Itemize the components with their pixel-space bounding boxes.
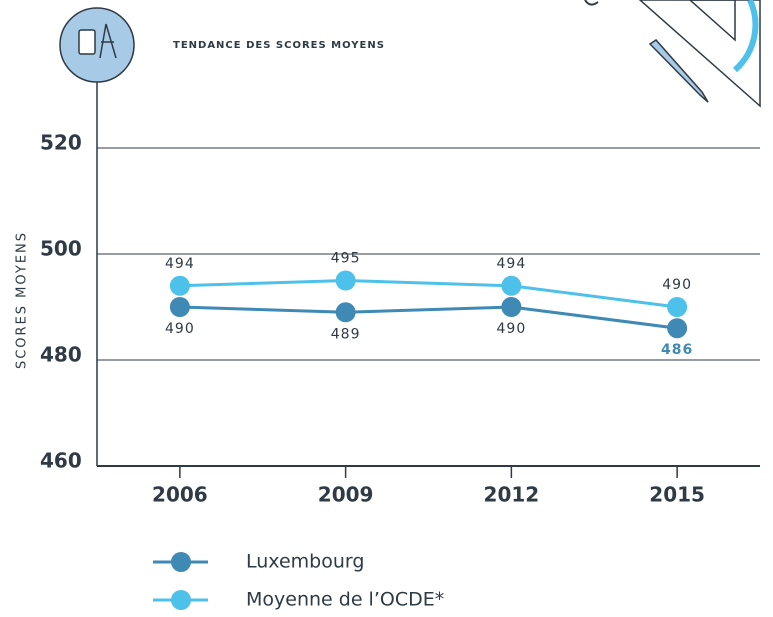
data-point bbox=[667, 297, 688, 317]
data-label: 494 bbox=[497, 256, 527, 272]
set-square bbox=[638, 0, 761, 108]
data-point bbox=[335, 302, 356, 323]
data-label: 490 bbox=[165, 321, 195, 337]
icon-compass bbox=[99, 23, 117, 59]
data-point bbox=[169, 297, 190, 317]
legend-label: Luxembourg bbox=[246, 551, 364, 573]
y-tick-label: 520 bbox=[40, 131, 82, 155]
data-point bbox=[667, 318, 688, 339]
y-axis-label: SCORES MOYENS bbox=[15, 231, 30, 369]
x-tick-label: 2009 bbox=[318, 483, 374, 507]
pencil bbox=[648, 39, 709, 103]
legend-marker bbox=[171, 552, 191, 572]
y-tick-label: 460 bbox=[40, 449, 82, 473]
icon-calculator bbox=[78, 29, 96, 55]
data-label: 490 bbox=[497, 321, 527, 337]
protractor bbox=[732, 0, 759, 73]
data-point bbox=[501, 275, 522, 296]
data-point bbox=[169, 275, 190, 296]
data-label: 494 bbox=[165, 256, 195, 272]
legend-label: Moyenne de l’OCDE* bbox=[246, 589, 444, 611]
x-tick-label: 2006 bbox=[152, 483, 208, 507]
y-tick-label: 480 bbox=[40, 343, 82, 367]
data-label: 489 bbox=[331, 326, 361, 342]
legend-marker bbox=[171, 590, 191, 610]
x-tick-label: 2012 bbox=[484, 483, 540, 507]
data-point bbox=[501, 297, 522, 317]
series-line bbox=[179, 278, 678, 309]
clip bbox=[584, 0, 599, 6]
y-tick-label: 500 bbox=[40, 237, 82, 261]
chart-title: TENDANCE DES SCORES MOYENS bbox=[173, 40, 385, 51]
data-label: 490 bbox=[662, 277, 692, 293]
data-label: 486 bbox=[661, 342, 693, 358]
series-line bbox=[179, 305, 678, 330]
icon-circle bbox=[59, 7, 135, 83]
data-point bbox=[335, 270, 356, 291]
x-tick-label: 2015 bbox=[649, 483, 705, 507]
data-label: 495 bbox=[331, 251, 361, 267]
set-square-inner bbox=[688, 0, 736, 42]
